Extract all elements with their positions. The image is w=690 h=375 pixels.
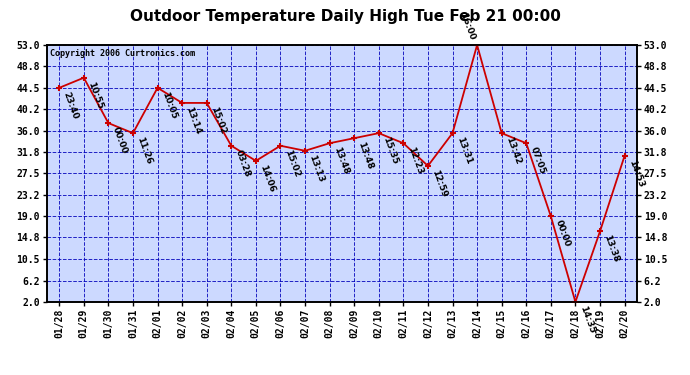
Text: 15:35: 15:35 bbox=[381, 136, 400, 166]
Text: 13:31: 13:31 bbox=[455, 136, 473, 166]
Text: 16:00: 16:00 bbox=[457, 11, 476, 41]
Text: 14:35: 14:35 bbox=[578, 304, 596, 334]
Text: 00:00: 00:00 bbox=[111, 126, 129, 155]
Text: 13:38: 13:38 bbox=[602, 234, 621, 264]
Text: 12:23: 12:23 bbox=[406, 146, 424, 176]
Text: 13:48: 13:48 bbox=[357, 141, 375, 171]
Text: 13:13: 13:13 bbox=[308, 153, 326, 183]
Text: 12:59: 12:59 bbox=[431, 168, 448, 198]
Text: 11:26: 11:26 bbox=[135, 136, 154, 166]
Text: Outdoor Temperature Daily High Tue Feb 21 00:00: Outdoor Temperature Daily High Tue Feb 2… bbox=[130, 9, 560, 24]
Text: Copyright 2006 Curtronics.com: Copyright 2006 Curtronics.com bbox=[50, 49, 195, 58]
Text: 23:40: 23:40 bbox=[61, 90, 80, 120]
Text: 13:14: 13:14 bbox=[184, 105, 203, 135]
Text: 07:05: 07:05 bbox=[529, 146, 547, 176]
Text: 14:06: 14:06 bbox=[258, 164, 277, 194]
Text: 15:02: 15:02 bbox=[283, 148, 301, 178]
Text: 00:00: 00:00 bbox=[553, 219, 571, 248]
Text: 13:42: 13:42 bbox=[504, 136, 522, 166]
Text: 13:48: 13:48 bbox=[332, 146, 351, 176]
Text: 10:05: 10:05 bbox=[160, 90, 178, 120]
Text: 03:28: 03:28 bbox=[234, 148, 252, 178]
Text: 15:02: 15:02 bbox=[209, 105, 228, 135]
Text: 14:53: 14:53 bbox=[627, 158, 645, 188]
Text: 10:55: 10:55 bbox=[86, 80, 104, 110]
